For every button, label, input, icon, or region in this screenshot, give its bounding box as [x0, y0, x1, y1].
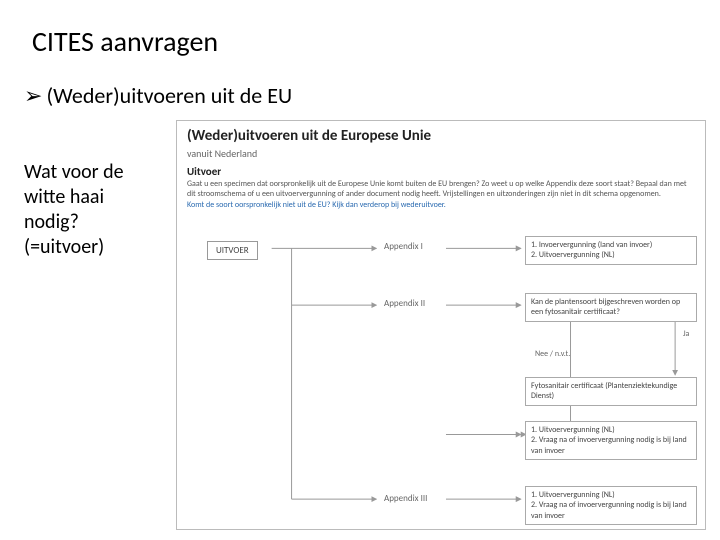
flowchart-figure: (Weder)uitvoeren uit de Europese Unie va… — [176, 120, 706, 530]
r4-line2: 2. Vraag na of invoervergunning nodig is… — [531, 435, 691, 456]
figure-intro-text: Gaat u een specimen dat oorspronkelijk u… — [187, 179, 687, 199]
sq-l2: witte haai — [24, 185, 164, 210]
result-box-3: Fytosanitair certificaat (Plantenziektek… — [525, 377, 697, 406]
figure-subtitle: vanuit Nederland — [187, 147, 257, 160]
figure-title: (Weder)uitvoeren uit de Europese Unie — [187, 127, 431, 145]
appendix-3-label: Appendix III — [382, 493, 429, 504]
side-question: Wat voor de witte haai nodig? (=uitvoer) — [24, 160, 164, 260]
bullet-line: ➢(Weder)uitvoeren uit de EU — [24, 82, 292, 109]
r5-line1: 1. Uitvoervergunning (NL) — [531, 490, 691, 500]
appendix-2-label: Appendix II — [382, 298, 427, 309]
bullet-text: (Weder)uitvoeren uit de EU — [46, 82, 292, 109]
sq-l1: Wat voor de — [24, 160, 164, 185]
r5-line2: 2. Vraag na of invoervergunning nodig is… — [531, 500, 691, 521]
figure-intro-question: Komt de soort oorspronkelijk niet uit de… — [187, 200, 446, 210]
slide-title: CITES aanvragen — [32, 24, 218, 59]
nee-label: Nee / n.v.t. — [535, 349, 570, 359]
ja-label: Ja — [683, 329, 689, 339]
appendix-1-label: Appendix I — [382, 241, 425, 252]
figure-section: Uitvoer — [187, 165, 221, 178]
r1-line1: 1. Invoervergunning (land van invoer) — [531, 240, 691, 250]
r1-line2: 2. Uitvoervergunning (NL) — [531, 250, 691, 260]
bullet-arrow-icon: ➢ — [24, 82, 42, 109]
result-box-5: 1. Uitvoervergunning (NL) 2. Vraag na of… — [525, 486, 697, 525]
figure-intro: Gaat u een specimen dat oorspronkelijk u… — [187, 179, 695, 210]
sq-l3: nodig? — [24, 210, 164, 235]
result-box-4: 1. Uitvoervergunning (NL) 2. Vraag na of… — [525, 421, 697, 460]
result-box-1: 1. Invoervergunning (land van invoer) 2.… — [525, 236, 697, 265]
start-box: UITVOER — [207, 241, 258, 260]
sq-l4: (=uitvoer) — [24, 235, 164, 260]
r4-line1: 1. Uitvoervergunning (NL) — [531, 425, 691, 435]
result-box-2: Kan de plantensoort bijgeschreven worden… — [525, 293, 697, 322]
